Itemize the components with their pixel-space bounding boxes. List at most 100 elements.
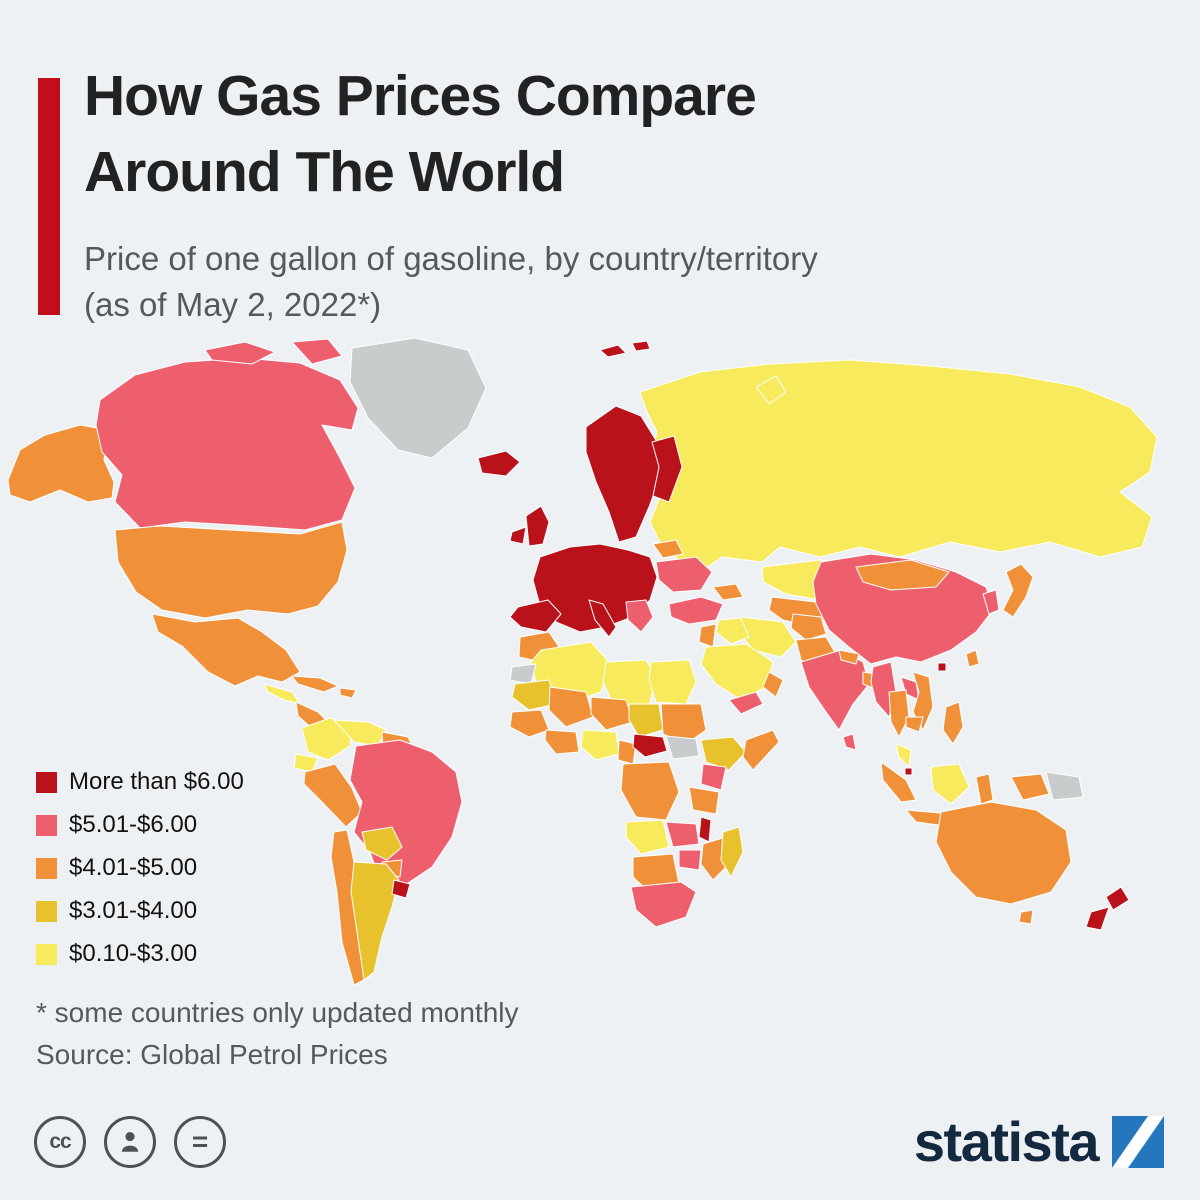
region-cuba bbox=[291, 675, 339, 693]
subtitle-line-1: Price of one gallon of gasoline, by coun… bbox=[84, 240, 818, 277]
region-caucasus bbox=[712, 583, 744, 601]
region-usa bbox=[114, 521, 348, 619]
region-taiwan bbox=[965, 649, 980, 668]
page-title: How Gas Prices Compare Around The World bbox=[84, 58, 757, 211]
region-hispaniola bbox=[339, 687, 357, 699]
region-levant bbox=[698, 623, 717, 648]
region-chad bbox=[628, 703, 664, 738]
region-sulawesi bbox=[975, 773, 994, 805]
region-angola bbox=[625, 819, 670, 855]
license-icons: cc = bbox=[34, 1116, 226, 1168]
legend-item: $3.01-$4.00 bbox=[36, 897, 244, 925]
legend-label: $4.01-$5.00 bbox=[69, 854, 198, 881]
region-philippines bbox=[942, 701, 964, 745]
source-text: Source: Global Petrol Prices bbox=[36, 1039, 388, 1070]
region-india bbox=[800, 649, 870, 731]
region-ghana-ivory bbox=[544, 729, 580, 755]
region-madagascar bbox=[720, 826, 744, 878]
statista-wordmark: statista bbox=[913, 1110, 1100, 1173]
region-thailand bbox=[888, 689, 910, 738]
region-iraq bbox=[715, 617, 750, 645]
region-south-africa bbox=[630, 881, 697, 928]
region-uk bbox=[525, 505, 550, 547]
region-greenland bbox=[349, 337, 487, 459]
region-nigeria bbox=[580, 729, 620, 761]
region-balkans bbox=[625, 599, 654, 633]
region-sri-lanka bbox=[842, 733, 857, 751]
region-china bbox=[812, 553, 994, 665]
region-tasmania bbox=[1018, 909, 1034, 925]
region-svalbard-2 bbox=[631, 340, 651, 352]
legend-swatch-3-4 bbox=[36, 900, 57, 922]
region-zimbabwe bbox=[678, 849, 702, 871]
accent-bar bbox=[38, 78, 60, 315]
region-tanzania bbox=[688, 786, 720, 815]
region-south-sudan bbox=[665, 735, 700, 760]
region-sumatra bbox=[880, 761, 917, 803]
region-central-african-republic bbox=[632, 733, 668, 758]
region-alaska bbox=[7, 424, 115, 503]
region-russia bbox=[639, 359, 1158, 573]
equals-glyph: = bbox=[191, 1126, 209, 1157]
region-yemen bbox=[728, 691, 764, 715]
legend-item: $0.10-$3.00 bbox=[36, 940, 244, 968]
region-canada-islands-b bbox=[291, 338, 343, 365]
region-kenya bbox=[700, 763, 727, 791]
title-line-2: Around The World bbox=[84, 140, 565, 205]
region-canada bbox=[95, 357, 359, 531]
world-choropleth-map bbox=[7, 337, 1158, 986]
region-indonesia-papua bbox=[1010, 773, 1050, 801]
title-line-1: How Gas Prices Compare bbox=[84, 64, 757, 128]
region-italy bbox=[588, 599, 617, 638]
region-nepal bbox=[838, 649, 860, 665]
no-derivatives-icon[interactable]: = bbox=[174, 1116, 226, 1168]
region-iceland bbox=[477, 450, 521, 477]
legend-label: $0.10-$3.00 bbox=[69, 940, 198, 967]
region-somalia bbox=[742, 729, 780, 771]
legend-label: More than $6.00 bbox=[69, 768, 244, 795]
region-belarus bbox=[652, 539, 684, 559]
attribution-icon[interactable] bbox=[104, 1116, 156, 1168]
region-new-zealand-south bbox=[1085, 906, 1110, 931]
region-malaysia bbox=[895, 743, 912, 768]
region-ukraine bbox=[655, 556, 713, 593]
region-afghanistan bbox=[790, 613, 827, 641]
region-zambia bbox=[665, 821, 700, 848]
region-borneo bbox=[930, 763, 970, 805]
subtitle-line-2: (as of May 2, 2022*) bbox=[84, 286, 382, 324]
region-mongolia bbox=[855, 559, 950, 591]
region-ireland bbox=[509, 526, 527, 545]
region-mauritania bbox=[511, 679, 557, 711]
footnotes: * some countries only updated monthly So… bbox=[36, 992, 519, 1076]
region-hong-kong bbox=[937, 662, 947, 672]
region-niger bbox=[590, 696, 634, 731]
region-mexico bbox=[151, 613, 301, 687]
legend: More than $6.00 $5.01-$6.00 $4.01-$5.00 … bbox=[36, 768, 244, 983]
region-colombia bbox=[301, 717, 353, 761]
region-canada-islands-a bbox=[204, 341, 276, 365]
footnote-text: * some countries only updated monthly bbox=[36, 997, 519, 1028]
region-malawi bbox=[698, 816, 712, 843]
legend-swatch-4-5 bbox=[36, 857, 57, 879]
legend-swatch-5-6 bbox=[36, 814, 57, 836]
region-japan bbox=[1002, 563, 1034, 618]
legend-item: $5.01-$6.00 bbox=[36, 811, 244, 839]
region-iberia bbox=[509, 599, 562, 633]
region-western-sahara bbox=[509, 663, 537, 685]
legend-item: $4.01-$5.00 bbox=[36, 854, 244, 882]
legend-label: $3.01-$4.00 bbox=[69, 897, 198, 924]
cc-license-icon[interactable]: cc bbox=[34, 1116, 86, 1168]
region-finland bbox=[651, 435, 683, 503]
region-cambodia bbox=[905, 716, 924, 733]
region-argentina bbox=[350, 861, 400, 981]
statista-logo[interactable]: statista bbox=[914, 1109, 1164, 1174]
region-australia bbox=[935, 801, 1072, 905]
person-icon bbox=[121, 1132, 139, 1152]
legend-swatch-0-3 bbox=[36, 943, 57, 965]
page-subtitle: Price of one gallon of gasoline, by coun… bbox=[84, 236, 818, 328]
region-singapore bbox=[904, 767, 913, 776]
legend-label: $5.01-$6.00 bbox=[69, 811, 198, 838]
region-sudan bbox=[660, 703, 707, 745]
region-vietnam bbox=[912, 671, 934, 731]
